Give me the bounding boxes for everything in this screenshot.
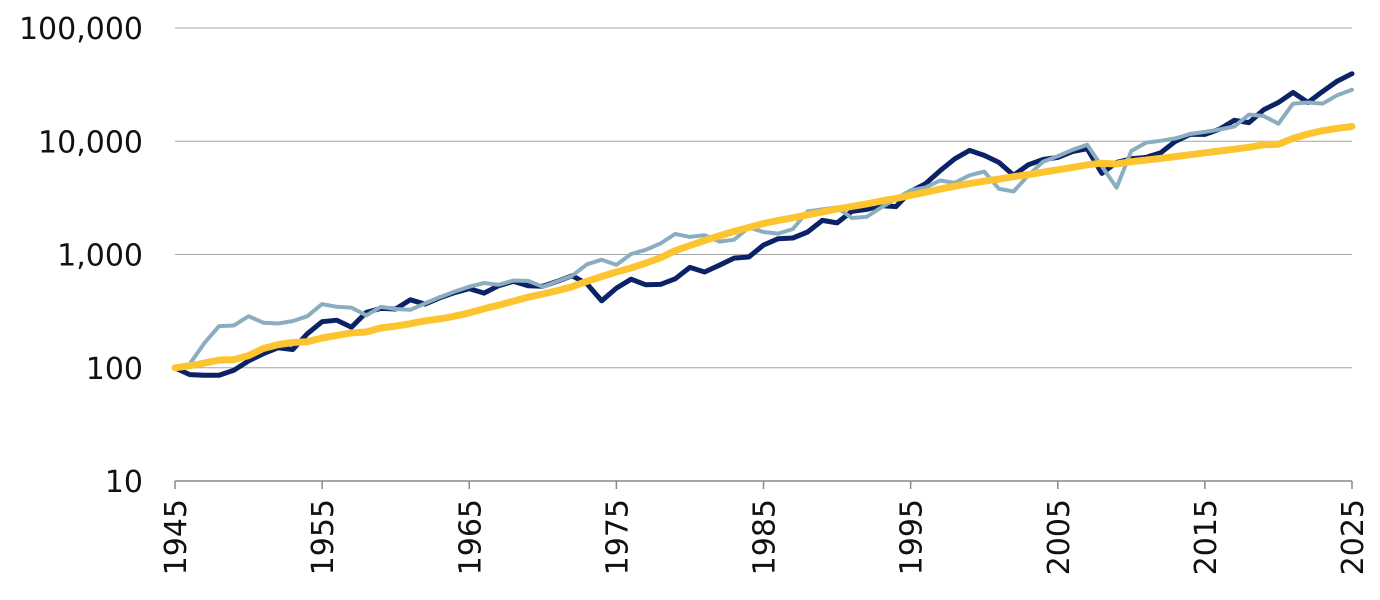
y-axis-tick-labels: 10 100 1,000 10,000 100,000 — [19, 12, 143, 500]
x-tick-label: 2025 — [1336, 499, 1371, 575]
x-tick-label: 1955 — [306, 499, 341, 575]
y-tick-label: 1,000 — [57, 239, 143, 274]
x-tick-label: 1945 — [159, 499, 194, 575]
series-line-2 — [173, 87, 1354, 370]
series-lines — [171, 71, 1356, 378]
y-tick-label: 100,000 — [19, 12, 143, 47]
y-gridlines — [175, 27, 1352, 369]
y-tick-label: 10,000 — [38, 125, 143, 160]
x-tick-label: 1995 — [895, 499, 930, 575]
x-tick-label: 1975 — [600, 499, 635, 575]
y-tick-label: 100 — [86, 352, 143, 387]
x-axis — [174, 480, 1353, 489]
x-tick-label: 2005 — [1042, 499, 1077, 575]
x-tick-label: 1985 — [748, 499, 783, 575]
y-tick-label: 10 — [105, 465, 143, 500]
x-tick-label: 1965 — [453, 499, 488, 575]
series-line-3 — [171, 123, 1356, 372]
x-axis-tick-labels: 1945 1955 1965 1975 1985 1995 2005 2015 2025 — [159, 499, 1371, 575]
x-tick-label: 2015 — [1189, 499, 1224, 575]
